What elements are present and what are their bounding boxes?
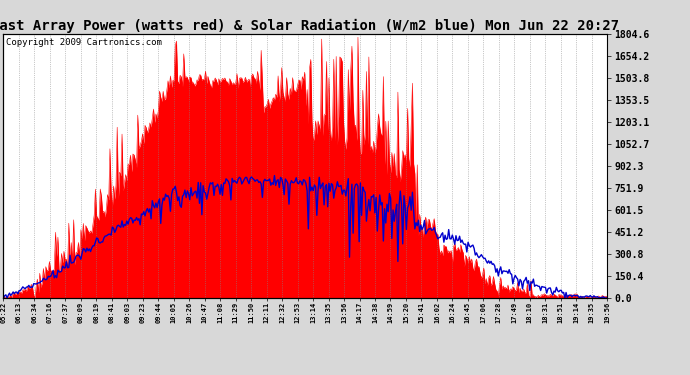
Text: East Array Power (watts red) & Solar Radiation (W/m2 blue) Mon Jun 22 20:27: East Array Power (watts red) & Solar Rad… <box>0 19 620 33</box>
Text: Copyright 2009 Cartronics.com: Copyright 2009 Cartronics.com <box>6 38 162 47</box>
